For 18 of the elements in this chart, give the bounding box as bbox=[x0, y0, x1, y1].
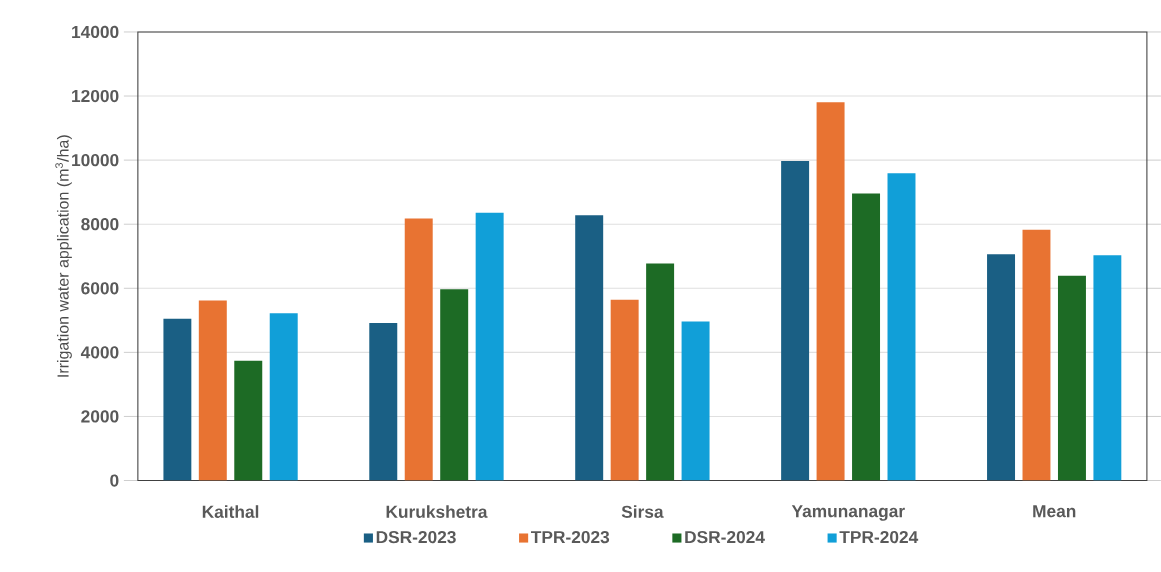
y-tick-label: 6000 bbox=[81, 281, 119, 295]
x-tick-label: Sirsa bbox=[621, 504, 664, 518]
y-tick-label: 8000 bbox=[81, 217, 119, 231]
x-tick-label: Yamunanagar bbox=[791, 505, 905, 521]
y-tick-label: 12000 bbox=[72, 89, 119, 102]
y-axis-title: Irrigation water application (m$^{3}$/ha) bbox=[55, 135, 72, 377]
y-tick-label: 2000 bbox=[81, 410, 119, 423]
x-tick-label: Kurukshetra bbox=[386, 504, 488, 518]
x-tick-label: Mean bbox=[1033, 505, 1076, 518]
legend-label: DSR-2024 bbox=[685, 530, 765, 544]
legend-label: TPR-2023 bbox=[531, 530, 610, 544]
y-tick-label: 0 bbox=[110, 474, 119, 487]
y-tick-label: 10000 bbox=[72, 153, 119, 167]
legend-label: DSR-2023 bbox=[376, 530, 456, 544]
y-tick-label: 4000 bbox=[80, 346, 119, 359]
x-tick-label: Kaithal bbox=[202, 504, 259, 518]
legend-label: TPR-2024 bbox=[839, 530, 919, 544]
y-tick-label: 14000 bbox=[72, 25, 119, 38]
